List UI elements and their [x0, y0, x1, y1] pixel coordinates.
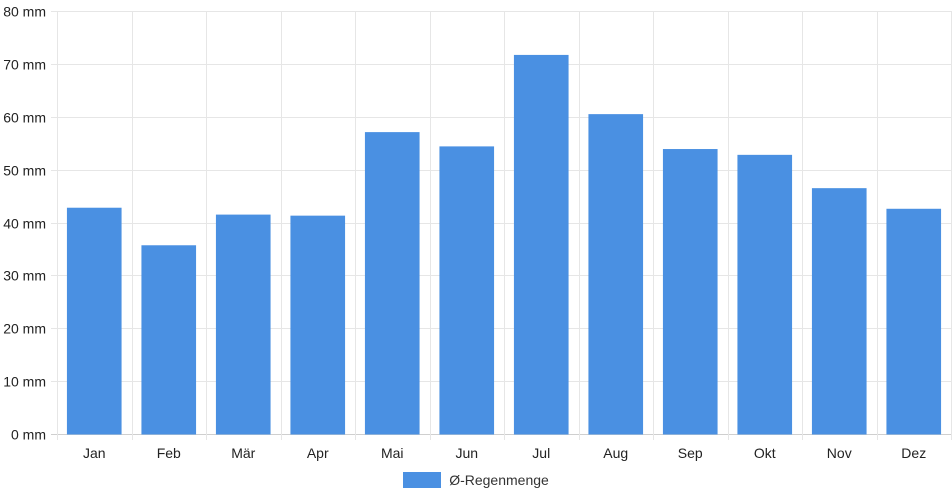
x-axis-tick-labels: Jan Feb Mär Apr Mai Jun Jul Aug Sep Okt Nov Dez: [83, 445, 926, 461]
bar-Feb: [141, 245, 197, 435]
x-tick-label: Jul: [532, 445, 550, 461]
x-tick-label: Aug: [603, 445, 628, 461]
bar-Jan: [66, 207, 122, 435]
bar-Sep: [662, 149, 718, 435]
x-tick-label: Apr: [307, 445, 329, 461]
bar-Jun: [439, 146, 495, 435]
y-tick-label: 40 mm: [3, 216, 46, 232]
y-tick-label: 10 mm: [3, 374, 46, 390]
legend-swatch[interactable]: [403, 472, 442, 488]
x-tick-label: Mai: [381, 445, 404, 461]
y-tick-label: 50 mm: [3, 163, 46, 179]
y-tick-label: 70 mm: [3, 57, 46, 73]
y-tick-label: 20 mm: [3, 321, 46, 337]
bar-Jul: [513, 54, 569, 435]
x-tick-label: Jun: [455, 445, 478, 461]
x-tick-label: Jan: [83, 445, 106, 461]
y-tick-label: 30 mm: [3, 268, 46, 284]
legend[interactable]: Ø-Regenmenge: [0, 472, 952, 488]
bar-Okt: [737, 154, 793, 435]
bars: [66, 54, 942, 435]
rainfall-bar-chart: 0 mm 10 mm 20 mm 30 mm 40 mm 50 mm 60 mm 70 mm 8…: [3, 4, 952, 461]
x-tick-label: Sep: [678, 445, 703, 461]
x-tick-label: Okt: [754, 445, 776, 461]
bar-Mai: [364, 132, 420, 435]
bar-Apr: [290, 215, 346, 435]
x-tick-label: Dez: [901, 445, 926, 461]
x-tick-label: Feb: [157, 445, 181, 461]
bar-Dez: [886, 208, 942, 435]
y-tick-label: 0 mm: [11, 427, 46, 443]
y-tick-label: 60 mm: [3, 110, 46, 126]
x-tick-label: Nov: [827, 445, 852, 461]
y-axis-tick-labels: 0 mm 10 mm 20 mm 30 mm 40 mm 50 mm 60 mm 70 mm 8…: [3, 4, 46, 443]
bar-Nov: [811, 188, 867, 435]
bar-Mär: [215, 214, 271, 435]
bar-Aug: [588, 114, 644, 435]
x-tick-label: Mär: [231, 445, 255, 461]
legend-label[interactable]: Ø-Regenmenge: [449, 472, 549, 488]
y-tick-label: 80 mm: [3, 4, 46, 20]
